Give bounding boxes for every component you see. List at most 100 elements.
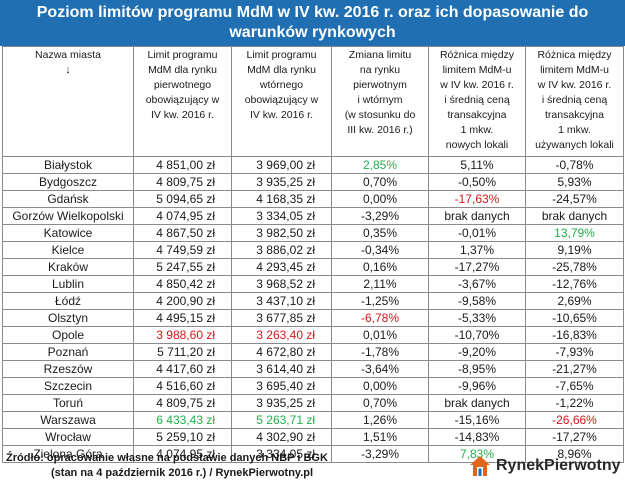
limit-change-cell: 0,00% (331, 377, 429, 395)
diff-used-cell: -10,65% (525, 309, 624, 327)
primary-limit-cell: 4 809,75 zł (133, 173, 232, 191)
header-line: pierwotnego (153, 79, 212, 91)
limit-change-cell: -3,64% (331, 360, 429, 378)
header-line: Zmiana limitu (348, 49, 412, 61)
header-line: Różnica między (537, 49, 612, 61)
diff-new-cell: -9,20% (428, 343, 526, 361)
primary-limit-cell: 5 711,20 zł (133, 343, 232, 361)
header-line: wtórnego (259, 79, 304, 91)
city-cell: Białystok (2, 156, 134, 174)
diff-used-cell: brak danych (525, 207, 624, 225)
primary-limit-cell: 4 851,00 zł (133, 156, 232, 174)
diff-new-cell: 7,83% (428, 445, 526, 463)
table-row: Wrocław 5 259,10 zł 4 302,90 zł 1,51% -14,83… (2, 428, 624, 446)
header-line: IV kw. 2016 r. (249, 109, 314, 121)
limit-change-cell: -0,34% (331, 241, 429, 259)
city-cell: Gdańsk (2, 190, 134, 208)
limit-change-cell: -1,25% (331, 292, 429, 310)
brand-logo: RynekPierwotny (468, 452, 621, 480)
table-row: Gorzów Wielkopolski 4 074,95 zł 3 334,05 z… (2, 207, 624, 225)
table-row: Olsztyn 4 495,15 zł 3 677,85 zł -6,78% -5,33… (2, 309, 624, 327)
primary-limit-cell: 4 417,60 zł (133, 360, 232, 378)
header-line: Limit programu (147, 49, 218, 61)
secondary-limit-cell: 4 302,90 zł (231, 428, 332, 446)
diff-used-cell: 13,79% (525, 224, 624, 242)
limit-change-cell: 0,35% (331, 224, 429, 242)
header-line: MdM dla rynku (247, 64, 316, 76)
limit-change-cell: 0,01% (331, 326, 429, 344)
secondary-limit-cell: 3 614,40 zł (231, 360, 332, 378)
limit-change-cell: 1,51% (331, 428, 429, 446)
diff-used-cell: -12,76% (525, 275, 624, 293)
city-cell: Kraków (2, 258, 134, 276)
city-cell: Kielce (2, 241, 134, 259)
diff-used-cell: -24,57% (525, 190, 624, 208)
secondary-limit-cell: 3 334,05 zł (231, 207, 332, 225)
table-row: Białystok 4 851,00 zł 3 969,00 zł 2,85% 5,11… (2, 156, 624, 174)
header-secondary-limit: Limit programu MdM dla rynku wtórnego obowi… (231, 46, 332, 157)
primary-limit-cell: 4 867,50 zł (133, 224, 232, 242)
limit-change-cell: -6,78% (331, 309, 429, 327)
primary-limit-cell: 4 749,59 zł (133, 241, 232, 259)
diff-new-cell: -0,01% (428, 224, 526, 242)
primary-limit-cell: 5 259,10 zł (133, 428, 232, 446)
header-line: pierwotnym (353, 79, 407, 91)
diff-new-cell: 1,37% (428, 241, 526, 259)
header-primary-limit: Limit programu MdM dla rynku pierwotnego ob… (133, 46, 232, 157)
city-cell: Łódź (2, 292, 134, 310)
city-cell: Warszawa (2, 411, 134, 429)
city-cell: Bydgoszcz (2, 173, 134, 191)
table-row: Zielona Góra 4 074,95 zł 3 334,05 zł -3,29%… (2, 445, 624, 463)
secondary-limit-cell: 3 334,05 zł (231, 445, 332, 463)
diff-new-cell: 5,11% (428, 156, 526, 174)
city-cell: Zielona Góra (2, 445, 134, 463)
diff-new-cell: -9,58% (428, 292, 526, 310)
header-diff-used: Różnica między limitem MdM-u w IV kw. 2016… (525, 46, 624, 157)
primary-limit-cell: 4 495,15 zł (133, 309, 232, 327)
header-line: i średnią ceną (541, 94, 608, 106)
table-body: Białystok 4 851,00 zł 3 969,00 zł 2,85% 5,11… (2, 156, 624, 463)
diff-used-cell: 9,19% (525, 241, 624, 259)
brand-name: RynekPierwotny (496, 457, 621, 474)
secondary-limit-cell: 3 886,02 zł (231, 241, 332, 259)
secondary-limit-cell: 3 695,40 zł (231, 377, 332, 395)
primary-limit-cell: 4 200,90 zł (133, 292, 232, 310)
diff-new-cell: -8,95% (428, 360, 526, 378)
diff-new-cell: -5,33% (428, 309, 526, 327)
city-cell: Opole (2, 326, 134, 344)
table-row: Warszawa 6 433,43 zł 5 263,71 zł 1,26% -15,1… (2, 411, 624, 429)
title-line-1: Poziom limitów programu MdM w IV kw. 201… (36, 4, 589, 21)
header-line: na rynku (359, 64, 401, 76)
header-line: 1 mkw. (460, 124, 494, 136)
header-city: Nazwa miasta ↓ (2, 46, 134, 157)
header-diff-new: Różnica między limitem MdM-u w IV kw. 2016… (428, 46, 526, 157)
table-row: Lublin 4 850,42 zł 3 968,52 zł 2,11% -3,67% -… (2, 275, 624, 293)
header-line: Nazwa miasta (35, 49, 101, 61)
title-line-2: warunków rynkowych (229, 24, 396, 41)
diff-used-cell: -7,65% (525, 377, 624, 395)
primary-limit-cell: 4 850,42 zł (133, 275, 232, 293)
city-cell: Rzeszów (2, 360, 134, 378)
diff-used-cell: -7,93% (525, 343, 624, 361)
diff-new-cell: -15,16% (428, 411, 526, 429)
table-row: Poznań 5 711,20 zł 4 672,80 zł -1,78% -9,20%… (2, 343, 624, 361)
header-line: ↓ (65, 64, 71, 76)
diff-used-cell: 8,96% (525, 445, 624, 463)
secondary-limit-cell: 3 968,52 zł (231, 275, 332, 293)
primary-limit-cell: 4 809,75 zł (133, 394, 232, 412)
diff-new-cell: -10,70% (428, 326, 526, 344)
table-row: Kraków 5 247,55 zł 4 293,45 zł 0,16% -17,27%… (2, 258, 624, 276)
table-row: Rzeszów 4 417,60 zł 3 614,40 zł -3,64% -8,95… (2, 360, 624, 378)
secondary-limit-cell: 3 982,50 zł (231, 224, 332, 242)
limit-change-cell: 2,11% (331, 275, 429, 293)
city-cell: Szczecin (2, 377, 134, 395)
limit-change-cell: 0,70% (331, 173, 429, 191)
diff-new-cell: -9,96% (428, 377, 526, 395)
table-row: Bydgoszcz 4 809,75 zł 3 935,25 zł 0,70% -0,5… (2, 173, 624, 191)
header-line: 1 mkw. (558, 124, 591, 136)
primary-limit-cell: 5 094,65 zł (133, 190, 232, 208)
header-line: w IV kw. 2016 r. (537, 79, 612, 91)
diff-used-cell: -21,27% (525, 360, 624, 378)
header-line: i wtórnym (357, 94, 403, 106)
diff-new-cell: -3,67% (428, 275, 526, 293)
